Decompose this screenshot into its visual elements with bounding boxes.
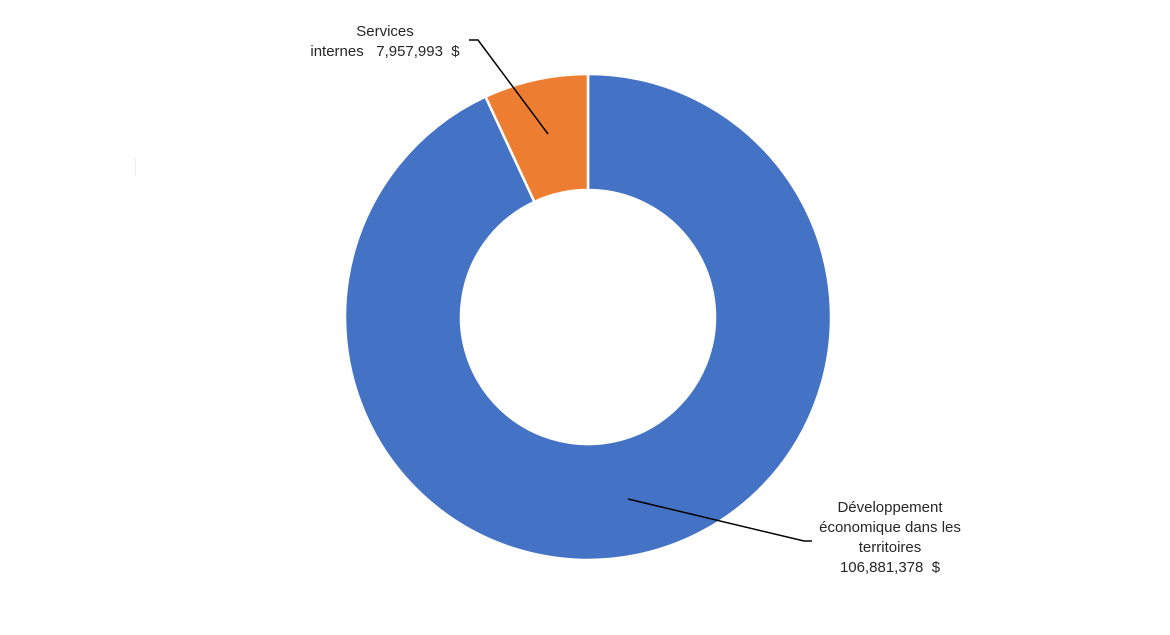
label-line: 106,881,378 $ [839, 559, 941, 576]
data-label-developpement-economique: Développement économique dans les territ… [805, 498, 975, 578]
leader-line-developpement [627, 498, 812, 542]
leader-line-services [469, 39, 549, 135]
leader-lines [469, 39, 812, 542]
label-line: internes 7,957,993 $ [310, 43, 460, 60]
donut-slices [343, 72, 833, 562]
label-line: économique dans les [819, 519, 961, 536]
label-line: Services [356, 23, 414, 40]
slice-developpement-economique [343, 72, 833, 562]
label-line: territoires [858, 539, 922, 556]
label-line: Développement [837, 499, 943, 516]
faint-mark [135, 158, 136, 176]
data-label-services-internes: Services internes 7,957,993 $ [300, 22, 470, 62]
